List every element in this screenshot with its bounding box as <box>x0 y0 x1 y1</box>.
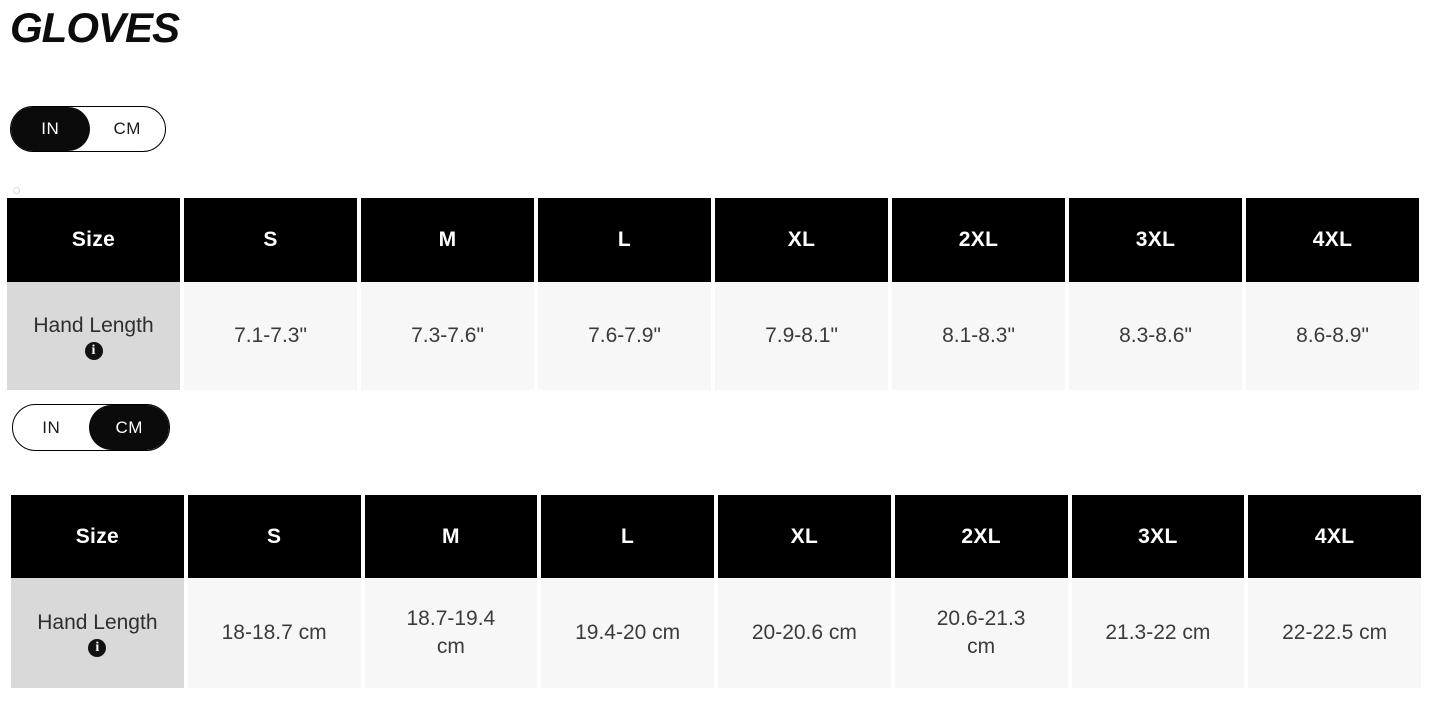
column-header-3xl: 3XL <box>1069 198 1242 282</box>
page-title: GLOVES <box>10 4 180 51</box>
column-header-l: L <box>541 495 714 578</box>
column-header-2xl: 2XL <box>892 198 1065 282</box>
unit-toggle-inches[interactable]: IN CM <box>10 106 166 152</box>
size-value-m: 7.3-7.6" <box>361 282 534 390</box>
column-header-3xl: 3XL <box>1071 495 1245 578</box>
size-value-2xl: 20.6-21.3 cm <box>894 578 1068 688</box>
size-value-xl: 20-20.6 cm <box>718 578 891 688</box>
size-value-m: 18.7-19.4 cm <box>364 578 538 688</box>
size-value-s: 18-18.7 cm <box>187 578 361 688</box>
size-value-xl: 7.9-8.1" <box>715 282 888 390</box>
row-label-cell: Hand Length i <box>11 578 184 688</box>
size-value-4xl: 22-22.5 cm <box>1248 578 1421 688</box>
toggle-option-in[interactable]: IN <box>11 107 90 151</box>
info-icon[interactable]: i <box>84 341 103 360</box>
size-chart-centimeters: Size S M L XL 2XL 3XL 4XL Hand Length i … <box>11 495 1421 688</box>
size-value-3xl: 21.3-22 cm <box>1071 578 1245 688</box>
column-header-4xl: 4XL <box>1248 495 1421 578</box>
toggle-option-cm[interactable]: CM <box>90 107 165 151</box>
column-header-xl: XL <box>715 198 888 282</box>
size-value-s: 7.1-7.3" <box>184 282 357 390</box>
toggle-option-cm[interactable]: CM <box>89 405 169 450</box>
row-label-hand-length: Hand Length <box>33 313 154 337</box>
column-header-xl: XL <box>718 495 891 578</box>
row-label-cell: Hand Length i <box>7 282 180 390</box>
toggle-option-in[interactable]: IN <box>13 405 89 450</box>
size-value-l: 7.6-7.9" <box>538 282 711 390</box>
row-label-hand-length: Hand Length <box>37 610 158 634</box>
column-header-l: L <box>538 198 711 282</box>
column-header-s: S <box>184 198 357 282</box>
column-header-s: S <box>187 495 361 578</box>
unit-toggle-centimeters[interactable]: IN CM <box>12 404 170 451</box>
column-header-4xl: 4XL <box>1246 198 1419 282</box>
size-value-4xl: 8.6-8.9" <box>1246 282 1419 390</box>
info-icon[interactable]: i <box>88 638 107 657</box>
column-header-m: M <box>364 495 538 578</box>
decorative-dot <box>13 187 20 194</box>
size-value-3xl: 8.3-8.6" <box>1069 282 1242 390</box>
column-header-m: M <box>361 198 534 282</box>
size-value-l: 19.4-20 cm <box>541 578 714 688</box>
size-chart-inches: Size S M L XL 2XL 3XL 4XL Hand Length i … <box>7 198 1419 390</box>
column-header-size: Size <box>11 495 184 578</box>
size-value-2xl: 8.1-8.3" <box>892 282 1065 390</box>
column-header-2xl: 2XL <box>894 495 1068 578</box>
column-header-size: Size <box>7 198 180 282</box>
